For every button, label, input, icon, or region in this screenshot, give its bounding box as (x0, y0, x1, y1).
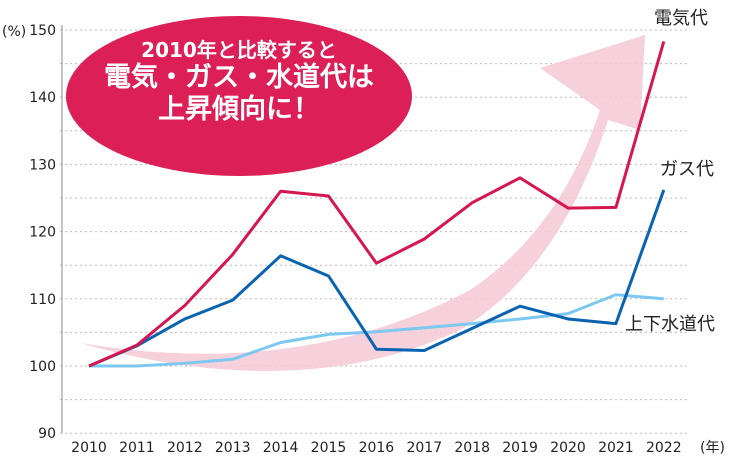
x-tick-label: 2012 (167, 440, 203, 456)
callout-line-3: 上昇傾向に！ (158, 94, 320, 126)
y-tick-label: 90 (38, 426, 56, 442)
x-tick-label: 2014 (263, 440, 299, 456)
y-tick-label: 150 (29, 23, 56, 39)
callout-bubble (66, 16, 412, 176)
y-axis-unit: (%) (2, 24, 26, 40)
callout-line-1: 2010年と比較すると (141, 38, 337, 62)
label-water: 上下水道代 (625, 314, 715, 335)
x-tick-label: 2018 (454, 440, 490, 456)
callout-text: 2010年と比較すると 電気・ガス・水道代は 上昇傾向に！ (66, 16, 412, 176)
y-tick-label: 130 (29, 157, 56, 173)
x-tick-label: 2017 (406, 440, 442, 456)
x-tick-label: 2011 (119, 440, 155, 456)
y-tick-label: 110 (29, 292, 56, 308)
x-tick-label: 2016 (359, 440, 395, 456)
label-electricity: 電気代 (654, 8, 708, 29)
label-gas: ガス代 (660, 159, 714, 180)
y-tick-label: 100 (29, 359, 56, 375)
y-tick-label: 120 (29, 225, 56, 241)
callout-line-2: 電気・ガス・水道代は (104, 62, 374, 93)
y-tick-label: 140 (29, 90, 56, 106)
x-tick-label: 2010 (71, 440, 107, 456)
x-tick-label: 2022 (646, 440, 682, 456)
x-tick-label: 2021 (598, 440, 634, 456)
x-tick-label: 2020 (550, 440, 586, 456)
x-tick-label: 2019 (502, 440, 538, 456)
x-axis-unit: (年) (700, 440, 725, 456)
x-tick-label: 2015 (311, 440, 347, 456)
trend-arrow (80, 35, 645, 372)
x-tick-label: 2013 (215, 440, 251, 456)
